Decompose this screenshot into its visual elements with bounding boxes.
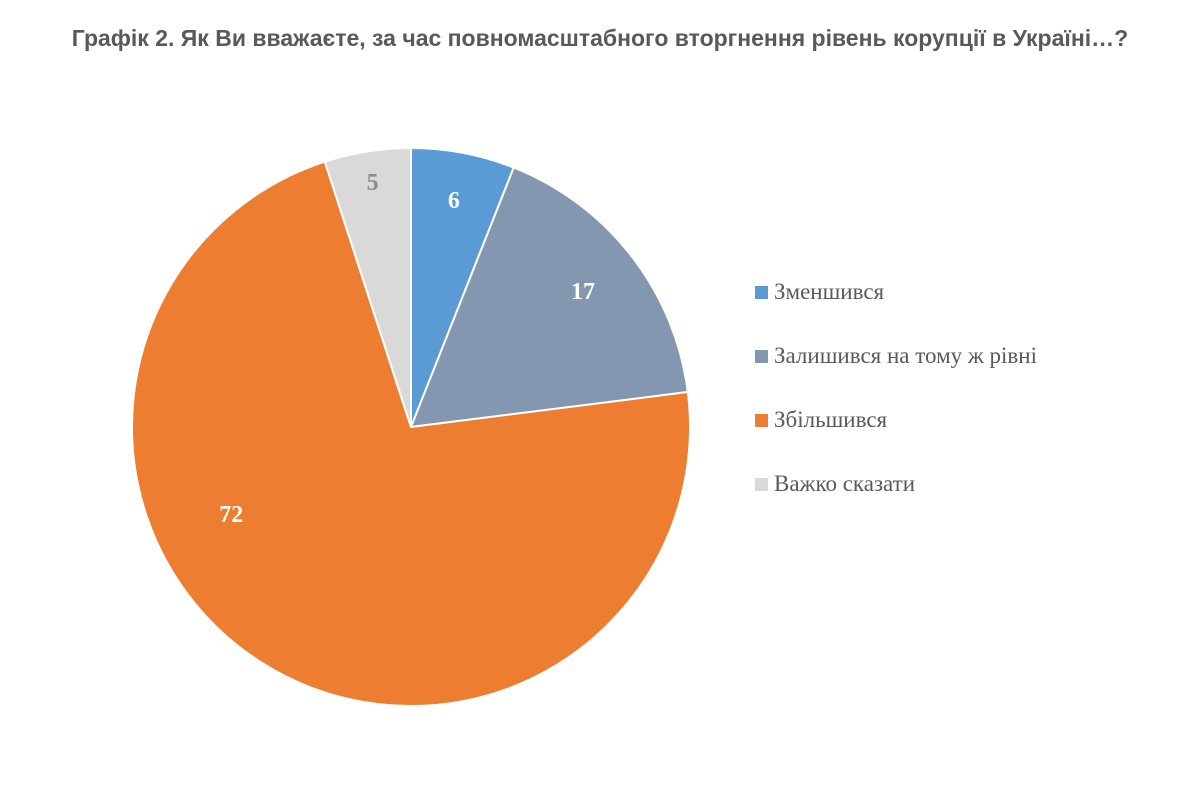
- pie-slices: [131, 146, 691, 707]
- chart-title: Графік 2. Як Ви вважаєте, за час повнома…: [71, 25, 1129, 51]
- pie-data-labels: 6 17 72 5: [219, 170, 595, 528]
- legend-swatch-hard-to-say: [755, 477, 768, 491]
- legend: Зменшився Залишився на тому ж рівні Збіл…: [755, 276, 1037, 532]
- legend-item-increased: Збільшився: [755, 404, 1037, 436]
- data-label-decreased: 6: [448, 188, 460, 214]
- data-label-same-level: 17: [571, 279, 595, 305]
- legend-label-same-level: Залишився на тому ж рівні: [774, 343, 1037, 368]
- pie-slice-increased: [131, 160, 691, 707]
- legend-item-same-level: Залишився на тому ж рівні: [755, 340, 1037, 372]
- legend-label-hard-to-say: Важко сказати: [774, 471, 915, 496]
- pie-slice-same-level: [409, 166, 689, 429]
- legend-swatch-decreased: [755, 285, 768, 299]
- data-label-increased: 72: [219, 502, 243, 528]
- legend-swatch-same-level: [755, 349, 768, 363]
- legend-swatch-increased: [755, 413, 768, 427]
- legend-item-decreased: Зменшився: [755, 276, 1037, 308]
- legend-label-increased: Збільшився: [774, 407, 888, 432]
- data-label-hard-to-say: 5: [367, 170, 379, 196]
- legend-item-hard-to-say: Важко сказати: [755, 468, 1037, 500]
- legend-label-decreased: Зменшився: [774, 279, 885, 304]
- pie-slice-hard-to-say: [323, 146, 412, 428]
